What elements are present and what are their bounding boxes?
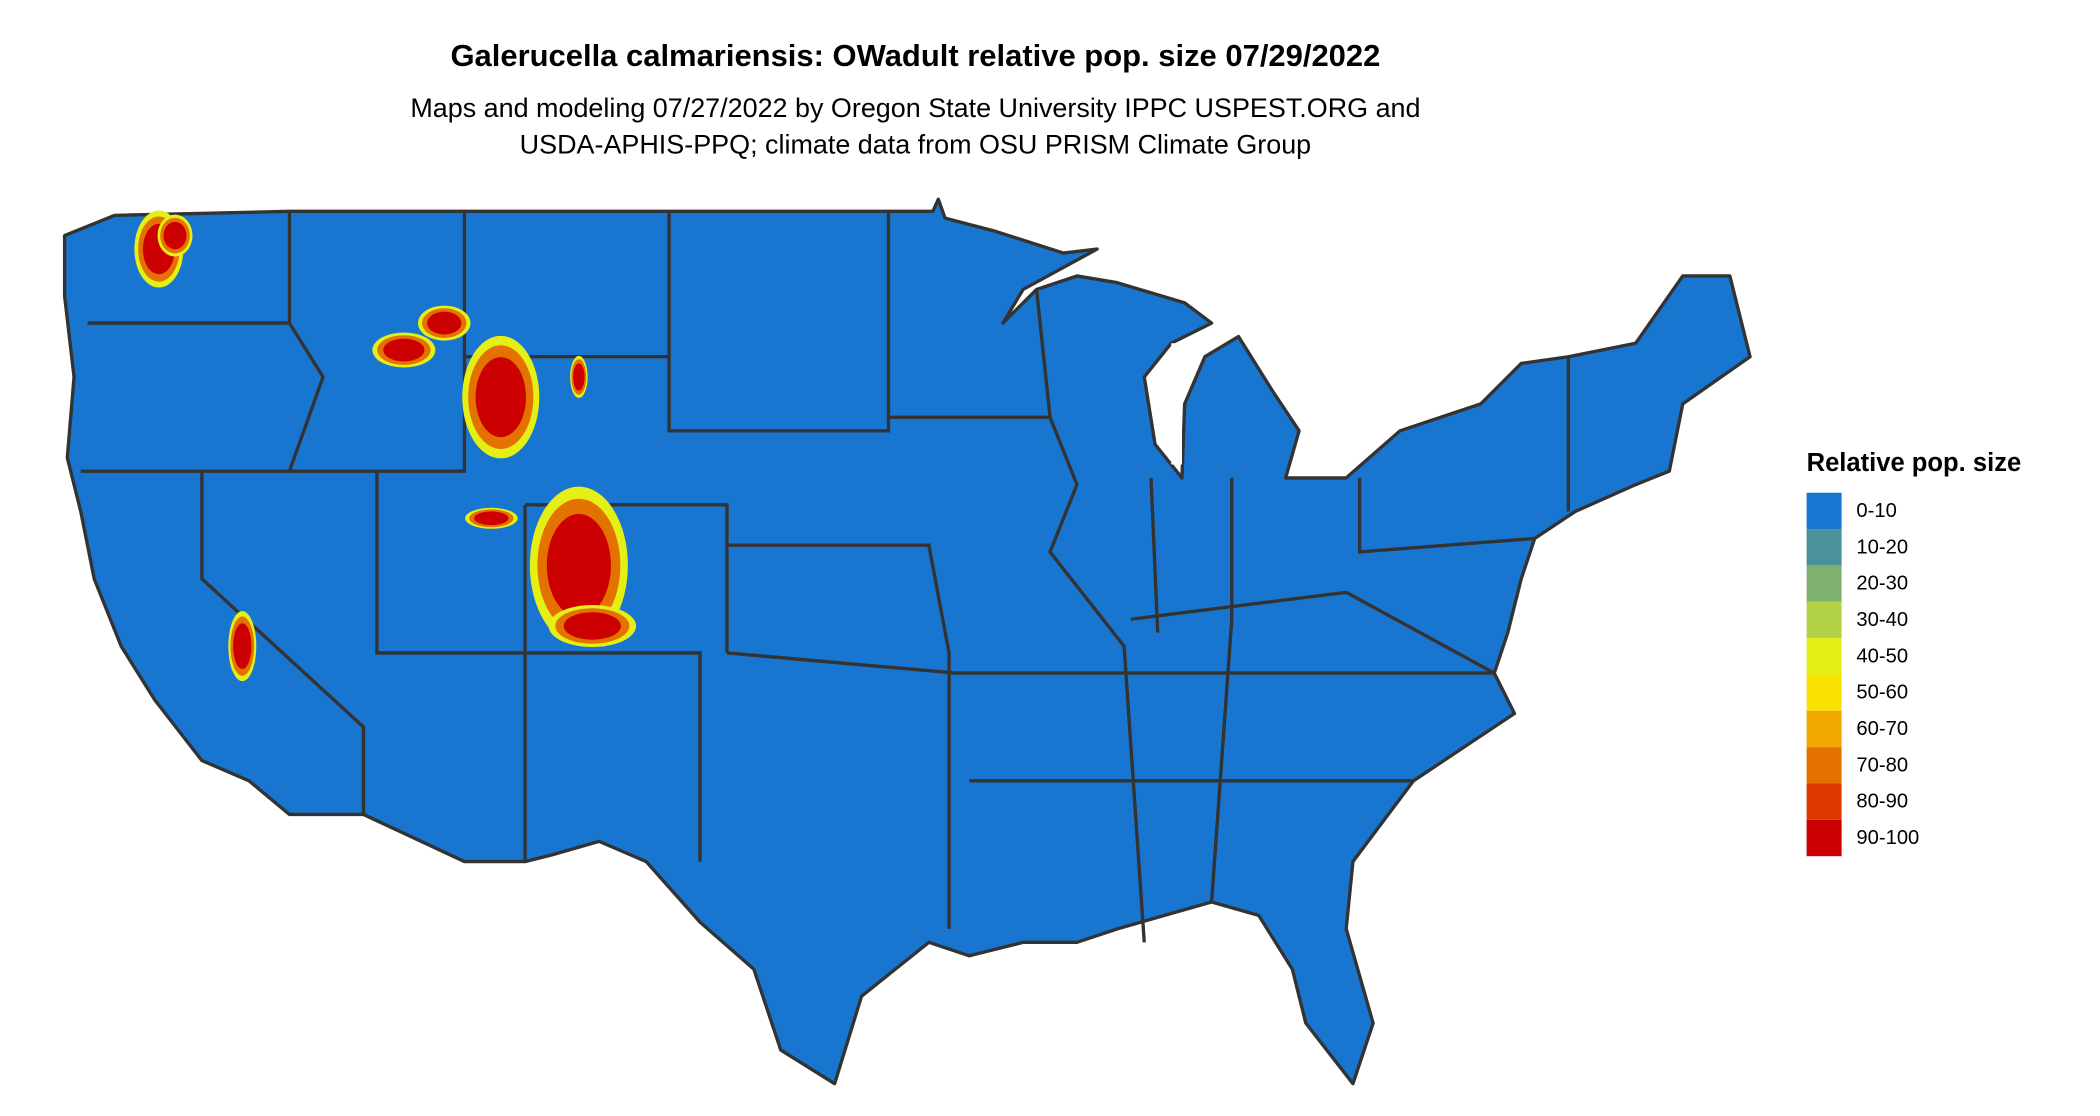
state-borders	[80, 211, 1571, 943]
legend-label: 40-50	[1856, 644, 1909, 668]
hotspot	[233, 623, 252, 670]
legend-swatch	[1806, 710, 1842, 748]
legend-label: 70-80	[1856, 753, 1909, 777]
lake-michigan	[1171, 343, 1182, 465]
legend-swatch	[1806, 492, 1842, 530]
subtitle-line-1: Maps and modeling 07/27/2022 by Oregon S…	[410, 94, 1421, 124]
legend-item: 80-90	[1806, 783, 2022, 820]
legend-item: 30-40	[1806, 601, 2022, 639]
legend-item: 70-80	[1806, 747, 2022, 784]
legend-swatch	[1806, 747, 1842, 784]
us-outline	[62, 197, 1752, 1086]
hotspot	[474, 511, 509, 526]
legend-label: 50-60	[1856, 681, 1909, 705]
legend-item: 10-20	[1806, 529, 2022, 566]
hotspot	[383, 338, 425, 362]
legend-swatch	[1806, 674, 1842, 711]
legend-swatch	[1806, 601, 1842, 639]
hotspot	[475, 357, 526, 438]
legend-swatch	[1806, 529, 1842, 566]
legend-swatch	[1806, 783, 1842, 820]
legend-title: Relative pop. size	[1806, 449, 2022, 478]
legend-label: 80-90	[1856, 790, 1909, 814]
subtitle-line-2: USDA-APHIS-PPQ; climate data from OSU PR…	[519, 130, 1312, 161]
hotspot	[427, 311, 462, 335]
legend-swatch	[1806, 819, 1842, 857]
legend-item: 0-10	[1806, 492, 2022, 530]
legend-item: 40-50	[1806, 638, 2022, 675]
hotspots	[134, 210, 637, 682]
legend-label: 30-40	[1856, 608, 1909, 632]
legend-label: 0-10	[1856, 499, 1897, 523]
legend-label: 60-70	[1856, 717, 1909, 741]
legend-swatch	[1806, 638, 1842, 675]
map-title: Galerucella calmariensis: OWadult relati…	[450, 37, 1381, 73]
legend-item: 90-100	[1806, 819, 2022, 857]
hotspot	[563, 612, 621, 640]
legend-item: 50-60	[1806, 674, 2022, 711]
legend: Relative pop. size 0-10 10-20 20-30 30-40 40…	[1806, 449, 2022, 857]
hotspot	[546, 513, 611, 617]
legend-label: 20-30	[1856, 572, 1909, 596]
legend-swatch	[1806, 565, 1842, 602]
legend-item: 20-30	[1806, 565, 2022, 602]
hotspot	[163, 221, 187, 250]
legend-label: 90-100	[1856, 826, 1920, 850]
legend-label: 10-20	[1856, 535, 1909, 559]
hotspot	[573, 363, 585, 391]
legend-item: 60-70	[1806, 710, 2022, 748]
